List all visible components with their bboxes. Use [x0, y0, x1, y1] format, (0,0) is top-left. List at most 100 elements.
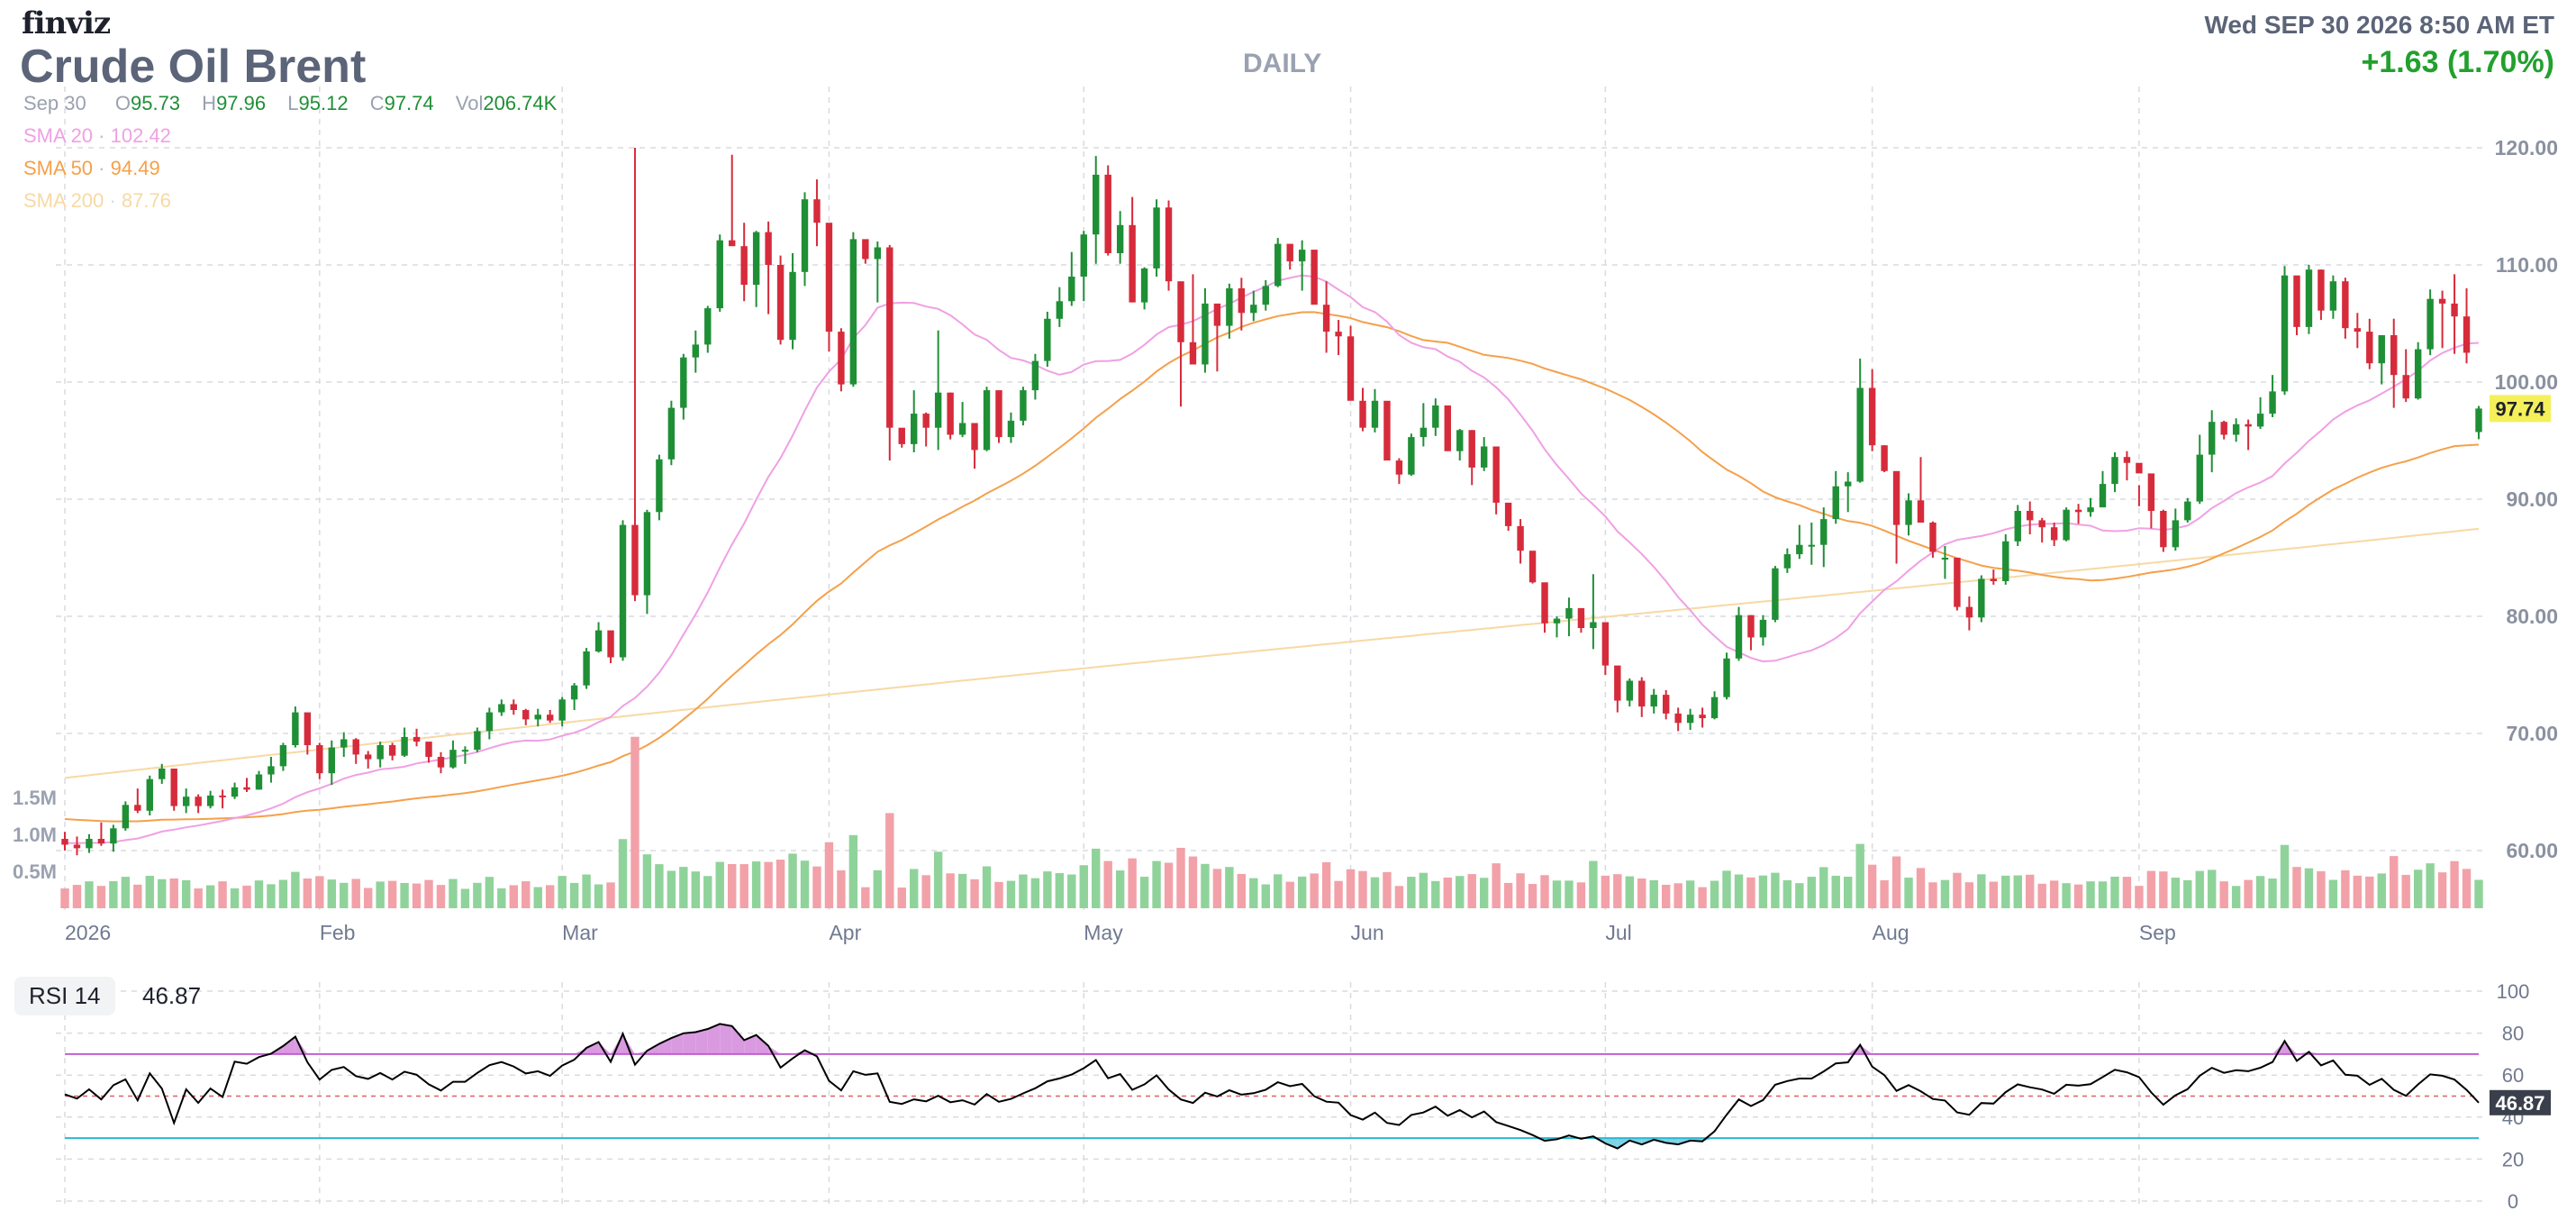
candle-body	[1044, 318, 1051, 361]
candle-body	[534, 715, 541, 720]
axes-labels: 60.00 70.00 80.00 90.00 100.00 110.00 120.00 20…	[13, 136, 2558, 944]
month-tick-label: Mar	[562, 921, 598, 944]
volume-bar	[169, 878, 178, 908]
candle-body	[231, 787, 239, 797]
candle-body	[206, 795, 214, 806]
candle-body	[2402, 375, 2409, 399]
candle-body	[2063, 509, 2070, 541]
candle-body	[1359, 400, 1366, 428]
volume-bar	[145, 876, 154, 908]
candle-body	[1517, 525, 1524, 551]
volume-bar	[1795, 883, 1804, 908]
volume-bar	[485, 877, 494, 908]
rsi-overbought-fill	[598, 1042, 612, 1054]
candle-body	[1796, 544, 1803, 555]
candle-body	[352, 739, 359, 755]
candle-body	[292, 712, 299, 745]
candle-body	[1723, 658, 1730, 697]
candle-body	[1844, 481, 1852, 487]
rsi-overbought-fill	[695, 1029, 708, 1054]
ohlc-legend: Sep 30 O95.73 H97.96 L95.12 C97.74 Vol20…	[23, 92, 573, 115]
volume-bar	[1092, 848, 1101, 908]
candle-body	[485, 712, 494, 732]
volume-bar	[957, 873, 967, 908]
volume-bar	[218, 881, 227, 908]
volume-bar	[2353, 875, 2363, 908]
volume-bar	[2086, 881, 2095, 908]
volume-bar	[1249, 878, 1258, 908]
volume-bar	[703, 876, 712, 908]
volume-bar	[1940, 879, 1950, 908]
candle-body	[340, 739, 348, 748]
candle-body	[316, 745, 323, 774]
volume-bar	[642, 854, 652, 908]
candle-body	[692, 344, 700, 358]
candle-body	[2378, 335, 2385, 364]
candle-body	[2463, 316, 2471, 353]
candle-body	[1347, 336, 1355, 401]
volume-bar	[1855, 843, 1864, 908]
candle-body	[1274, 243, 1282, 287]
candle-body	[1941, 558, 1949, 560]
candle-body	[971, 423, 978, 451]
rsi-overbought-fill	[756, 1034, 769, 1054]
volume-bar	[96, 886, 106, 908]
candle-body	[376, 745, 384, 760]
candle-body	[1480, 446, 1488, 468]
volume-bar	[2341, 869, 2350, 908]
candle-body	[1250, 305, 1257, 314]
volume-bar	[449, 879, 458, 908]
volume-bar	[1067, 874, 1076, 908]
volume-label: Vol	[455, 92, 484, 114]
volume-bar	[2231, 886, 2241, 908]
volume-bar	[618, 839, 628, 908]
candle-body	[1189, 341, 1197, 365]
volume-bar	[946, 873, 955, 908]
candle-body	[2329, 281, 2337, 311]
volume-bar	[2013, 875, 2022, 908]
volume-bar	[667, 870, 676, 908]
rsi-label[interactable]: RSI 14	[14, 977, 115, 1015]
volume-bar	[800, 860, 810, 908]
timeframe-label[interactable]: DAILY	[1243, 49, 1322, 78]
candle-body	[740, 246, 748, 286]
volume-bar	[1139, 877, 1149, 908]
volume-bar	[2377, 873, 2386, 908]
volume-bar	[303, 878, 313, 908]
volume-bar	[2462, 869, 2472, 908]
sma-200-line	[64, 527, 2480, 779]
candle-body	[1917, 500, 1925, 523]
low-value: 95.12	[298, 92, 349, 114]
volume-bar	[2159, 871, 2168, 908]
volume-bar	[2195, 870, 2204, 908]
candle-body	[680, 357, 687, 408]
volume-bar	[994, 881, 1003, 908]
volume-bar	[2401, 874, 2410, 908]
volume-bar	[436, 885, 446, 908]
candle-body	[849, 239, 857, 385]
volume-bar	[254, 880, 264, 908]
candle-body	[1954, 558, 1961, 607]
rsi-last-label: 46.87	[2495, 1092, 2544, 1115]
candle-body	[1808, 544, 1815, 547]
candle-body	[1335, 332, 1342, 337]
candle-body	[1735, 614, 1743, 659]
volume-bar	[558, 876, 567, 908]
candle-body	[1832, 486, 1839, 520]
volume-bar	[824, 842, 834, 908]
month-tick-label: May	[1084, 921, 1123, 944]
candle-body	[304, 712, 312, 745]
candle-body	[449, 750, 457, 768]
candle-body	[2305, 269, 2313, 327]
volume-bar	[2037, 883, 2046, 908]
volume-bar	[1274, 874, 1283, 908]
candle-body	[2099, 484, 2107, 508]
finviz-logo[interactable]: finviz	[22, 5, 111, 41]
volume-bar	[497, 888, 506, 908]
volume-bar	[460, 888, 470, 908]
month-tick-label: 2026	[65, 921, 111, 944]
volume-bar	[1467, 874, 1476, 908]
volume-bar	[1710, 880, 1719, 908]
candle-body	[1710, 696, 1719, 719]
